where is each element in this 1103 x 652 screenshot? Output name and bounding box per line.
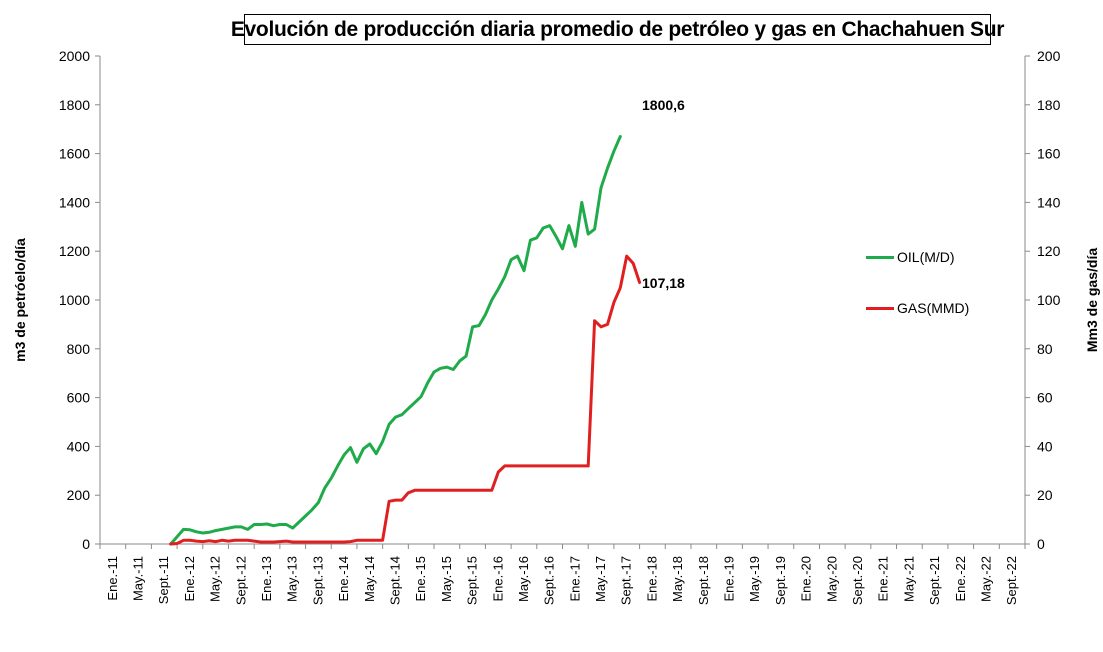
x-tick-label: Sept.-14	[387, 556, 402, 605]
x-tick-label: Ene.-12	[182, 556, 197, 602]
x-tick-label: Ene.-11	[105, 556, 120, 601]
x-tick-label: Sept.-12	[233, 556, 248, 605]
x-tick-label: Sept.-16	[542, 556, 557, 605]
x-tick-label: May.-17	[593, 556, 608, 602]
y-axis-left-label: m3 de petróelo/día	[12, 238, 28, 362]
gas-end-value-label: 107,18	[642, 275, 685, 291]
x-tick-label: May.-11	[131, 556, 146, 601]
x-tick-label: May.-19	[747, 556, 762, 602]
x-tick-labels: Ene.-11 May.-11 Sept.-11 Ene.-12 May.-12 Sept…	[105, 556, 1019, 605]
x-tick-label: Sept.-11	[156, 556, 171, 604]
y-right-tick-label: 160	[1037, 146, 1061, 162]
y-right-tick-label: 20	[1037, 487, 1053, 503]
chart-axes	[95, 55, 1030, 549]
y-left-tick-label: 1400	[59, 194, 90, 210]
y-right-tick-label: 80	[1037, 341, 1053, 357]
x-tick-label: May.-22	[978, 556, 993, 602]
x-tick-label: May.-14	[362, 556, 377, 602]
y-right-tick-label: 140	[1037, 194, 1061, 210]
y-left-tick-label: 400	[67, 438, 91, 454]
y-left-tick-label: 1600	[59, 146, 90, 162]
x-tick-label: Ene.-13	[259, 556, 274, 602]
y-right-tick-label: 100	[1037, 292, 1061, 308]
legend-item-gas: GAS(MMD)	[866, 300, 969, 316]
x-tick-label: Ene.-19	[722, 556, 737, 602]
y-left-tick-label: 0	[82, 536, 90, 552]
x-tick-label: May.-16	[516, 556, 531, 602]
legend-label-gas: GAS(MMD)	[897, 300, 970, 316]
y-right-tick-label: 60	[1037, 390, 1053, 406]
y-left-tick-label: 1800	[59, 97, 90, 113]
oil-end-value-label: 1800,6	[642, 97, 685, 113]
x-tick-label: May.-12	[208, 556, 223, 602]
y-right-tick-labels: 0 20 40 60 80 100 120 140 160 180 200	[1037, 48, 1061, 552]
y-left-tick-label: 2000	[59, 48, 90, 64]
x-tick-label: Ene.-15	[413, 556, 428, 602]
x-tick-label: Sept.-19	[773, 556, 788, 605]
chart-series-lines	[169, 135, 642, 546]
x-tick-label: May.-18	[670, 556, 685, 602]
legend-item-oil: OIL(M/D)	[866, 249, 955, 265]
y-right-tick-label: 200	[1037, 48, 1061, 64]
x-tick-label: Ene.-16	[490, 556, 505, 602]
legend-label-oil: OIL(M/D)	[897, 249, 955, 265]
x-tick-label: May.-13	[285, 556, 300, 602]
x-tick-label: Sept.-22	[1004, 556, 1019, 605]
y-left-tick-label: 600	[67, 390, 91, 406]
y-right-tick-label: 180	[1037, 97, 1061, 113]
y-left-tick-label: 800	[67, 341, 91, 357]
legend-swatch-oil	[866, 255, 894, 259]
x-tick-label: Ene.-14	[336, 556, 351, 602]
x-tick-label: Sept.-17	[619, 556, 634, 605]
x-tick-label: May.-21	[901, 556, 916, 602]
y-left-tick-label: 1200	[59, 243, 90, 259]
legend-swatch-gas	[866, 306, 894, 310]
x-tick-label: Sept.-20	[850, 556, 865, 605]
x-tick-label: Ene.-18	[644, 556, 659, 602]
y-right-tick-label: 40	[1037, 438, 1053, 454]
x-tick-label: May.-20	[824, 556, 839, 602]
x-tick-label: Sept.-21	[927, 556, 942, 605]
y-right-tick-label: 120	[1037, 243, 1061, 259]
chart-title: Evolución de producción diaria promedio …	[231, 14, 1004, 45]
x-tick-label: Ene.-21	[876, 556, 891, 602]
x-tick-label: Sept.-18	[696, 556, 711, 605]
x-tick-label: Ene.-20	[799, 556, 814, 602]
gas-series-line	[169, 254, 642, 546]
y-axis-right-label: Mm3 de gas/día	[1084, 247, 1100, 353]
y-left-tick-label: 200	[67, 487, 91, 503]
oil-series-line	[169, 135, 622, 546]
y-left-tick-label: 1000	[59, 292, 90, 308]
x-tick-label: Ene.-17	[567, 556, 582, 602]
y-right-tick-label: 0	[1037, 536, 1045, 552]
x-tick-label: Sept.-15	[465, 556, 480, 605]
x-tick-label: Ene.-22	[953, 556, 968, 602]
x-tick-label: Sept.-13	[310, 556, 325, 605]
y-left-tick-labels: 0 200 400 600 800 1000 1200 1400 1600 1800 2000	[59, 48, 90, 552]
x-tick-label: May.-15	[439, 556, 454, 602]
